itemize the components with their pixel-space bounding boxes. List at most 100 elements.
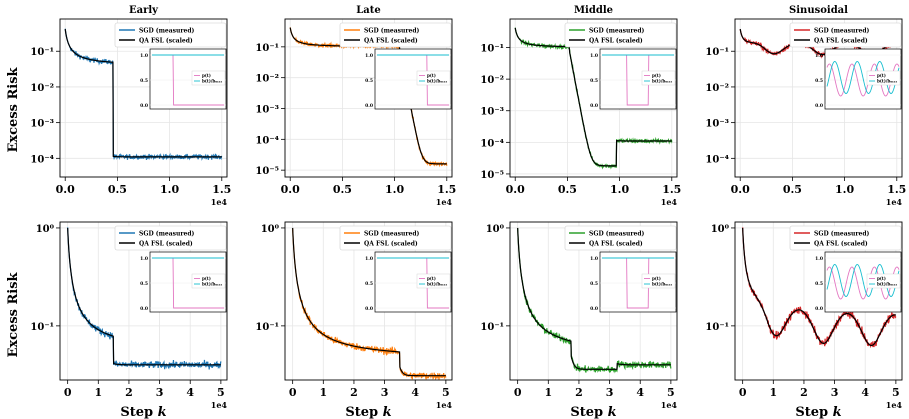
inset-y-tick-label: 0.0	[140, 103, 148, 109]
x-tick-label: 4	[186, 386, 194, 399]
legend-box	[564, 22, 677, 48]
axes-frame	[59, 221, 228, 381]
y-tick-label: 10⁻³	[255, 105, 279, 116]
inset-y-tick-label: 0.5	[140, 78, 148, 84]
inset: 1.0 0.5 0.0 p(t)b(t)/bₘₐₓ	[815, 48, 902, 110]
x-tick-label: 5	[667, 386, 675, 399]
inset-legend-label: p(t)	[427, 73, 436, 78]
series-group	[514, 27, 673, 170]
inset-y-tick-label: 0.5	[365, 78, 373, 84]
legend-label: SGD (measured)	[139, 28, 195, 35]
subplot-title: Late	[356, 5, 381, 16]
x-offset-text: 1e4	[661, 400, 678, 410]
y-tick-label: 10⁻²	[480, 75, 504, 86]
x-tick-label: 1	[769, 386, 777, 399]
legend-label: QA FSL (scaled)	[589, 241, 643, 248]
x-tick-label: 1.0	[385, 183, 404, 196]
x-tick-label: 0	[64, 386, 72, 399]
inset-legend-label: p(t)	[877, 276, 886, 281]
y-tick-label: 10⁰	[486, 224, 505, 235]
x-tick-label: 0	[514, 386, 522, 399]
x-tick-label: 0	[289, 386, 297, 399]
x-tick-label: 1.5	[437, 183, 456, 196]
legend-label: QA FSL (scaled)	[364, 38, 418, 45]
x-tick-label: 1	[94, 386, 102, 399]
inset-legend-label: b(t)/bₘₐₓ	[427, 79, 447, 84]
x-axis-label: Step k	[795, 405, 841, 419]
inset-y-tick-label: 1.0	[140, 53, 148, 59]
y-tick-label: 10⁻¹	[30, 322, 54, 333]
inset: 1.0 0.5 0.0 p(t)b(t)/bₘₐₓ	[140, 251, 227, 313]
x-tick-label: 4	[636, 386, 644, 399]
legend-label: QA FSL (scaled)	[814, 38, 868, 45]
subplot-title: Early	[129, 5, 159, 16]
x-axis-label: Step k	[570, 405, 616, 419]
series-qa-fsl-scaled	[67, 227, 221, 366]
y-tick-label: 10⁻¹	[480, 322, 504, 333]
series-qa-fsl-scaled	[292, 227, 446, 377]
y-tick-label: 10⁻¹	[705, 47, 729, 58]
y-tick-label: 10⁻³	[705, 119, 729, 130]
y-tick-label: 10⁰	[36, 224, 55, 235]
inset-y-tick-label: 1.0	[815, 256, 823, 262]
legend-label: SGD (measured)	[814, 231, 870, 238]
inset-y-tick-label: 0.0	[815, 306, 823, 312]
x-tick-label: 1	[544, 386, 552, 399]
y-tick-label: 10⁻⁴	[705, 154, 729, 165]
x-offset-text: 1e4	[211, 400, 228, 410]
axes-frame	[284, 221, 453, 381]
inset-y-tick-label: 1.0	[815, 53, 823, 59]
inset-y-tick-label: 1.0	[365, 53, 373, 59]
series-sgd-measured	[64, 28, 223, 161]
legend-box	[564, 225, 677, 251]
axes-frame	[509, 18, 678, 178]
axes-frame	[734, 221, 903, 381]
x-tick-label: 2	[800, 386, 808, 399]
inset-y-tick-label: 1.0	[365, 256, 373, 262]
y-tick-label: 10⁻³	[480, 107, 504, 118]
legend-label: SGD (measured)	[589, 28, 645, 35]
inset-legend-box	[866, 70, 901, 86]
inset-frame	[374, 48, 452, 110]
x-tick-label: 5	[217, 386, 225, 399]
x-tick-label: 0.0	[731, 183, 750, 196]
inset-legend-label: b(t)/bₘₐₓ	[877, 79, 897, 84]
inset-legend-box	[641, 70, 676, 86]
x-axis-label: Step k	[345, 405, 391, 419]
inset-legend-label: b(t)/bₘₐₓ	[202, 282, 222, 287]
x-axis-label-var: k	[158, 405, 167, 419]
x-axis-label-var: k	[833, 405, 842, 419]
inset-y-tick-label: 0.5	[365, 281, 373, 287]
ylabel-top: Excess Risk	[6, 66, 21, 152]
inset-y-tick-label: 0.0	[590, 103, 598, 109]
axes-frame	[284, 18, 453, 178]
inset-y-tick-label: 0.5	[590, 78, 598, 84]
x-tick-label: 2	[575, 386, 583, 399]
legend-label: QA FSL (scaled)	[139, 241, 193, 248]
x-offset-text: 1e4	[436, 400, 453, 410]
x-tick-label: 3	[156, 386, 164, 399]
inset-legend-label: p(t)	[427, 276, 436, 281]
inset: 1.0 0.5 0.0 p(t)b(t)/bₘₐₓ	[140, 48, 227, 110]
x-offset-text: 1e4	[886, 400, 903, 410]
y-tick-label: 10⁻¹	[30, 47, 54, 58]
legend-box	[339, 22, 452, 48]
x-tick-label: 0.0	[506, 183, 525, 196]
x-tick-label: 0.5	[783, 183, 802, 196]
y-tick-label: 10⁻²	[30, 83, 54, 94]
x-tick-label: 1.0	[835, 183, 854, 196]
inset-y-tick-label: 0.0	[365, 306, 373, 312]
y-tick-label: 10⁻³	[30, 119, 54, 130]
series-sgd-measured	[742, 227, 897, 349]
x-tick-label: 1.5	[662, 183, 681, 196]
inset-legend-box	[866, 273, 901, 289]
axes-frame	[509, 221, 678, 381]
x-axis-label-var: k	[608, 405, 617, 419]
inset-legend-box	[191, 70, 226, 86]
legend-label: SGD (measured)	[589, 231, 645, 238]
x-axis-label-text: Step	[795, 405, 832, 419]
